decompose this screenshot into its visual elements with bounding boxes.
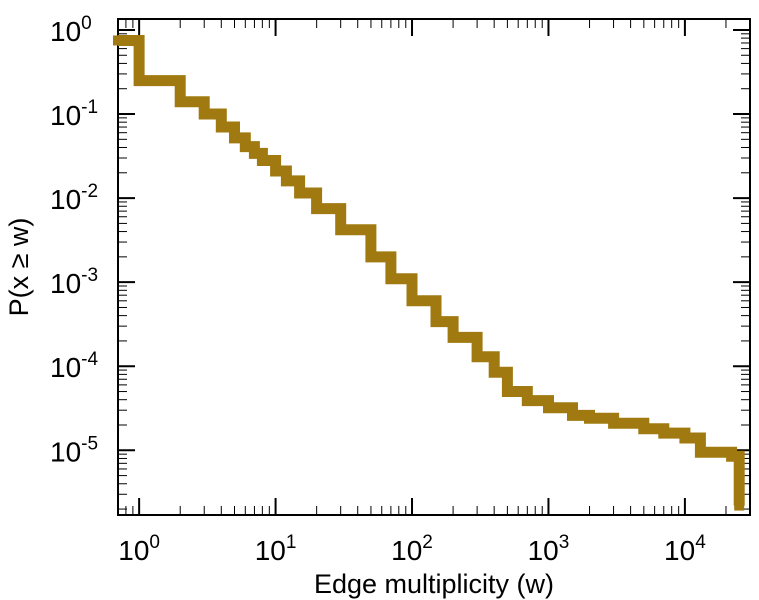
x-tick-exponent: 2: [422, 532, 433, 553]
data-point: [584, 413, 595, 424]
ccdf-step-line: [118, 35, 745, 506]
y-tick-label: 10-5: [50, 433, 98, 467]
y-tick-label: 100: [50, 13, 92, 47]
data-point: [407, 295, 418, 306]
x-tick-base: 10: [528, 535, 559, 566]
x-tick-exponent: 3: [559, 532, 570, 553]
x-axis-label: Edge multiplicity (w): [314, 569, 554, 599]
plot-frame: [117, 18, 751, 516]
y-tick-base: 10: [50, 184, 81, 215]
y-tick-label: 10-2: [50, 181, 98, 215]
y-tick-base: 10: [50, 268, 81, 299]
data-point: [270, 166, 281, 177]
x-tick-exponent: 1: [286, 532, 297, 553]
y-tick-base: 10: [50, 436, 81, 467]
data-point: [431, 316, 442, 327]
data-point: [365, 251, 376, 262]
data-point: [726, 451, 737, 462]
data-point: [385, 273, 396, 284]
x-tick-label: 102: [391, 532, 433, 566]
data-point: [113, 35, 123, 46]
y-tick-base: 10: [50, 100, 81, 131]
y-tick-exponent: -2: [81, 181, 98, 202]
x-tick-base: 10: [391, 535, 422, 566]
data-point: [522, 395, 533, 406]
data-point: [335, 224, 346, 235]
y-tick-exponent: -1: [81, 97, 98, 118]
x-tick-base: 10: [664, 535, 695, 566]
data-point: [257, 155, 268, 166]
data-point: [134, 75, 145, 86]
y-tick-label: 10-3: [50, 265, 98, 299]
data-point: [502, 386, 513, 397]
data-point: [734, 500, 745, 511]
data-point: [472, 351, 483, 362]
data-point: [175, 96, 186, 107]
data-point: [658, 428, 669, 439]
y-tick-exponent: 0: [81, 13, 92, 34]
data-point: [679, 433, 690, 444]
data-point: [281, 175, 292, 186]
y-axis-label: P(x ≥ w): [4, 218, 34, 317]
y-tick-exponent: -5: [81, 433, 98, 454]
x-tick-labels: 100 101 102 103 104: [118, 532, 706, 566]
x-tick-label: 103: [528, 532, 570, 566]
data-point: [294, 187, 305, 198]
series-layer: [113, 35, 745, 511]
x-tick-label: 101: [255, 532, 297, 566]
data-point: [567, 410, 578, 421]
y-tick-base: 10: [50, 16, 81, 47]
data-point: [216, 122, 227, 133]
x-tick-exponent: 4: [695, 532, 706, 553]
data-point: [638, 423, 649, 434]
x-tick-exponent: 0: [149, 532, 160, 553]
y-tick-exponent: -3: [81, 265, 98, 286]
x-tick-base: 10: [118, 535, 149, 566]
x-tick-base: 10: [255, 535, 286, 566]
x-tick-label: 104: [664, 532, 706, 566]
data-point: [199, 109, 210, 120]
y-tick-exponent: -4: [81, 349, 98, 370]
x-tick-label: 100: [118, 532, 160, 566]
data-point: [608, 418, 619, 429]
y-tick-label: 10-4: [50, 349, 98, 383]
y-tick-base: 10: [50, 352, 81, 383]
y-tick-label: 10-1: [50, 97, 98, 131]
data-point: [311, 203, 322, 214]
major-ticks: [118, 19, 750, 515]
data-point: [448, 332, 459, 343]
data-point: [489, 367, 500, 378]
minor-ticks: [117, 19, 750, 515]
data-point: [695, 447, 706, 458]
data-point: [543, 402, 554, 413]
data-point: [249, 148, 260, 159]
data-point: [229, 132, 240, 143]
data-point: [240, 141, 251, 152]
